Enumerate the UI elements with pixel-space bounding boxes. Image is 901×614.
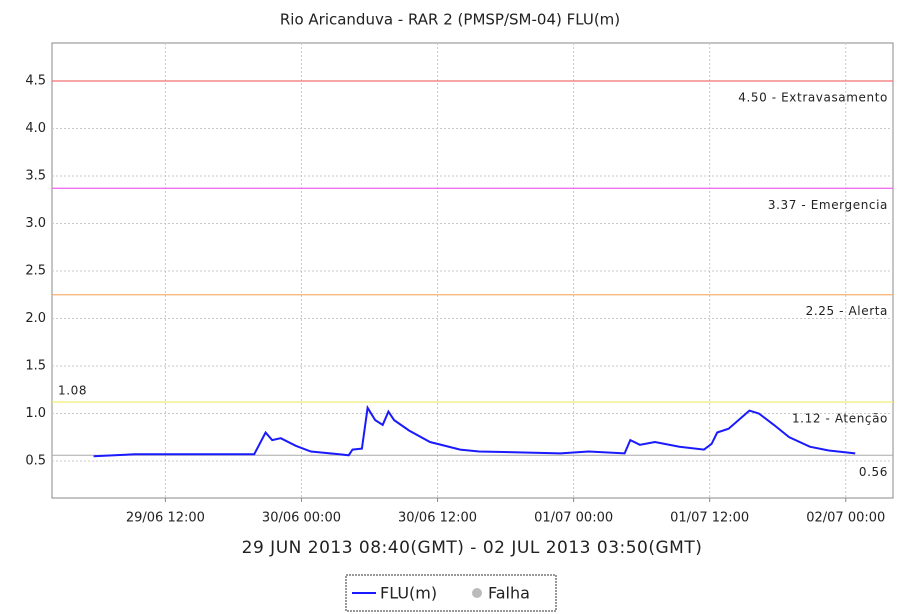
legend-swatch [472, 588, 482, 598]
y-tick-label: 2.0 [25, 311, 46, 326]
y-tick-label: 4.5 [25, 73, 46, 88]
max-label: 1.08 [58, 383, 87, 397]
y-tick-label: 1.0 [25, 406, 46, 421]
threshold-label: 3.37 - Emergencia [768, 198, 888, 212]
x-tick-label: 02/07 00:00 [806, 511, 885, 526]
threshold-label: 2.25 - Alerta [806, 304, 888, 318]
legend-label: FLU(m) [380, 584, 437, 603]
y-tick-label: 0.5 [25, 453, 46, 468]
legend-box [345, 574, 557, 612]
x-axis-label: 29 JUN 2013 08:40(GMT) - 02 JUL 2013 03:… [242, 538, 703, 558]
y-tick-label: 1.5 [25, 358, 46, 373]
y-tick-label: 3.0 [25, 216, 46, 231]
min-label: 0.56 [859, 465, 888, 479]
x-tick-label: 30/06 00:00 [262, 511, 341, 526]
legend-label: Falha [488, 584, 530, 603]
x-tick-label: 30/06 12:00 [398, 511, 477, 526]
x-tick-label: 29/06 12:00 [126, 511, 205, 526]
y-tick-label: 2.5 [25, 263, 46, 278]
y-tick-label: 4.0 [25, 121, 46, 136]
data-line [93, 404, 856, 458]
threshold-label: 4.50 - Extravasamento [738, 90, 888, 104]
threshold-label: 1.12 - Atenção [792, 412, 888, 426]
y-tick-label: 3.5 [25, 168, 46, 183]
chart-title: Rio Aricanduva - RAR 2 (PMSP/SM-04) FLU(… [280, 11, 620, 29]
x-tick-label: 01/07 00:00 [534, 511, 613, 526]
x-tick-label: 01/07 12:00 [670, 511, 749, 526]
